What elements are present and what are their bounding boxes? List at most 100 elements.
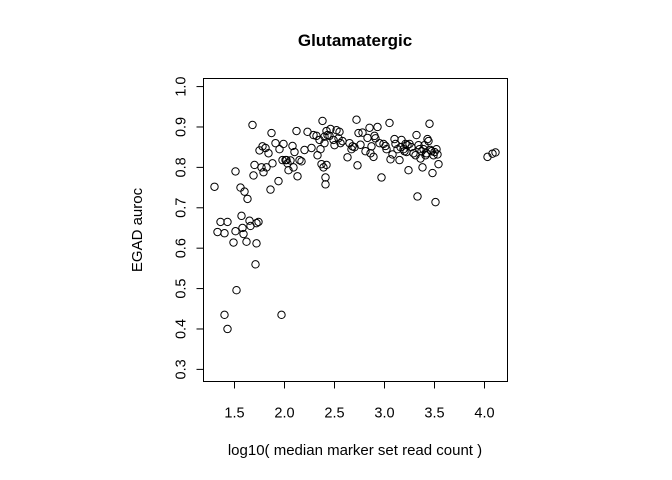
data-point [286,156,295,165]
data-point [381,141,390,151]
data-point [433,150,442,159]
data-point [264,149,273,158]
x-tick-label: 2.5 [324,406,344,422]
data-point [404,166,413,175]
data-point [369,152,378,162]
data-point [350,142,359,152]
data-point [428,168,437,178]
data-point [390,134,399,144]
data-point [248,120,257,130]
y-tick-label: 0.5 [174,278,190,298]
data-point [267,128,276,138]
data-point [290,147,299,157]
data-point [237,211,246,221]
data-point [415,145,424,154]
data-point [220,310,229,320]
data-point [320,138,329,148]
data-point [395,155,404,165]
x-tick-label: 2.0 [274,406,294,422]
data-point [254,217,263,227]
data-point [424,136,433,146]
data-point [377,173,386,182]
y-tick-label: 0.8 [174,157,190,177]
data-point [316,145,325,154]
data-point [412,130,421,140]
data-point [231,227,240,236]
data-point [300,145,309,155]
data-point [352,115,361,124]
data-point [275,145,284,154]
data-point [382,145,391,154]
x-tick-label: 3.0 [374,406,394,422]
data-point [430,147,439,157]
y-tick-label: 0.6 [174,238,190,258]
data-point [319,163,328,172]
data-point [432,145,441,154]
data-point [259,168,268,177]
data-point [431,197,440,207]
data-point [491,148,500,157]
data-point [236,183,245,192]
data-point [262,163,271,172]
data-point [271,138,280,148]
data-point [365,123,374,132]
data-point [388,150,397,159]
data-point [293,172,302,181]
data-point [223,324,232,334]
data-point [216,217,225,227]
data-point [363,133,372,143]
data-point [373,122,382,132]
data-point [223,217,232,227]
data-point [367,142,376,151]
data-point [239,229,248,239]
data-point [318,116,327,126]
data-point [292,126,301,136]
data-point [252,218,261,228]
data-point [257,163,266,172]
data-point [245,216,254,225]
data-point [220,229,229,238]
data-point [354,128,363,138]
data-point [397,135,406,145]
data-point [231,167,240,176]
data-point [322,126,331,136]
data-point [213,227,222,237]
data-point [434,159,443,169]
y-tick-label: 0.9 [174,117,190,137]
y-tick-label: 1.0 [174,76,190,96]
data-point [385,118,394,128]
x-axis-label: log10( median marker set read count ) [228,442,482,459]
data-point [386,155,395,164]
x-axis: 1.5 2.0 2.5 3.0 3.5 4.0 [224,381,495,422]
data-point [321,173,330,182]
data-point [277,310,286,320]
data-point [421,151,430,160]
data-point [288,141,297,151]
data-point [336,138,345,148]
data-point [268,159,277,168]
data-point [289,163,298,172]
data-point [295,155,304,165]
data-point [240,187,249,196]
data-point [243,194,252,204]
data-point [413,192,422,201]
data-point [321,180,330,189]
data-point [371,134,380,143]
data-point [232,285,241,295]
x-tick-label: 4.0 [474,406,494,422]
data-point [242,237,251,246]
data-point [403,140,412,150]
data-point [238,223,247,233]
y-axis: 0.3 0.4 0.5 0.6 0.7 0.8 0.9 1.0 [174,76,204,379]
data-point [358,128,367,137]
data-point [307,143,316,153]
x-tick-label: 1.5 [224,406,244,422]
data-point [322,160,331,170]
data-point [266,185,275,194]
data-point [425,119,434,128]
chart-title: Glutamatergic [298,31,412,50]
data-point [297,157,306,166]
data-point [353,161,362,170]
